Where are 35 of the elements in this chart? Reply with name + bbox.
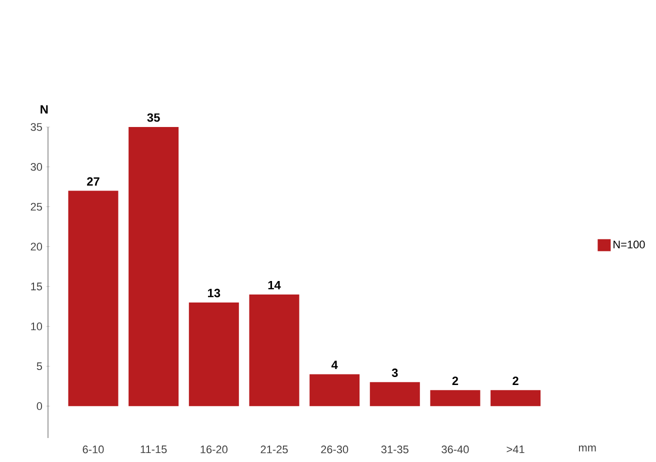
y-tick-label: 30	[30, 163, 42, 171]
bar	[249, 294, 300, 406]
y-axis-title: N	[40, 105, 48, 114]
bar	[128, 127, 179, 406]
bar	[430, 390, 480, 406]
data-label: 14	[268, 281, 281, 290]
y-tick-label: 20	[30, 242, 42, 250]
x-tick-label: >41	[506, 446, 524, 454]
x-tick-label: 21-25	[260, 446, 288, 454]
data-label: 2	[452, 376, 458, 385]
bar	[370, 382, 420, 406]
bar	[68, 190, 118, 406]
x-tick-label: 6-10	[82, 446, 104, 454]
y-tick-label: 35	[30, 123, 42, 131]
x-tick-label: 16-20	[200, 446, 228, 454]
data-label: 27	[87, 177, 100, 186]
y-tick-label: 5	[36, 362, 42, 370]
x-tick-label: 31-35	[381, 446, 408, 454]
legend-label: N=100	[614, 240, 645, 248]
x-tick-label: 26-30	[321, 446, 348, 454]
x-axis-title: mm	[578, 446, 596, 452]
data-label: 4	[331, 360, 338, 370]
y-tick-label: 10	[31, 322, 42, 330]
bar	[188, 302, 239, 406]
y-tick-label: 0	[36, 402, 42, 410]
x-tick-label: 11-15	[140, 446, 167, 454]
bar	[310, 374, 360, 406]
y-tick-label: 15	[31, 282, 42, 290]
y-tick-label: 25	[30, 202, 42, 211]
data-label: 35	[147, 113, 160, 122]
data-label: 3	[392, 368, 398, 377]
data-label: 13	[208, 288, 220, 298]
bar	[490, 390, 541, 406]
x-tick-label: 36-40	[442, 446, 469, 454]
data-label: 2	[512, 376, 518, 385]
